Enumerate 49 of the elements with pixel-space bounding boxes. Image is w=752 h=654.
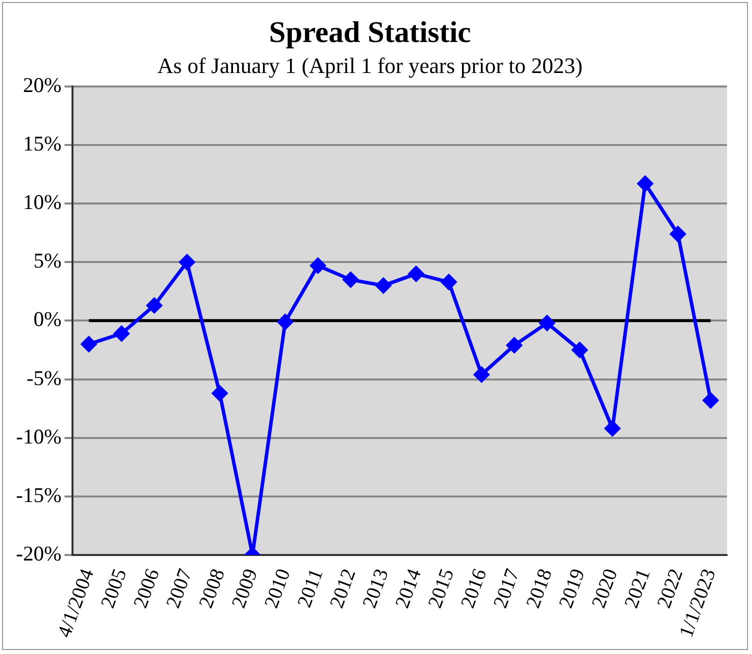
x-tick-label: 2005 (96, 566, 132, 612)
point (702, 392, 718, 408)
x-tick-label: 2014 (391, 566, 426, 612)
x-tick-label: 2015 (424, 566, 458, 612)
x-tick-label: 2013 (358, 566, 394, 612)
y-tick-label: 10% (22, 190, 62, 214)
y-tick-label: 5% (33, 248, 62, 273)
point (342, 272, 358, 288)
x-tick-label: 2016 (456, 566, 492, 612)
x-tick-label: 2022 (653, 566, 688, 612)
x-tick-label: 2020 (588, 566, 622, 612)
x-tick-label: 2008 (195, 566, 230, 612)
point (506, 338, 522, 354)
point (376, 278, 392, 294)
point (474, 366, 490, 382)
point (277, 314, 293, 330)
y-tick-label: 20% (22, 72, 62, 97)
y-tick-label: 0% (33, 307, 62, 332)
point (572, 342, 588, 358)
y-tick-label: -15% (16, 482, 62, 507)
x-tick-label: 2019 (555, 566, 590, 612)
chart-subtitle: As of January 1 (April 1 for years prior to 2023) (157, 52, 583, 78)
x-tick-label: 2018 (522, 566, 557, 612)
point (146, 298, 162, 314)
point (408, 266, 424, 282)
x-tick-label: 2017 (490, 566, 524, 612)
x-tick-label: 2012 (326, 566, 360, 612)
x-tick-label: 2011 (293, 566, 328, 610)
point (539, 315, 555, 331)
x-tick-label: 2007 (162, 566, 197, 612)
point (670, 226, 686, 242)
y-tick-label: -5% (26, 366, 62, 390)
x-tick-label: 2021 (620, 566, 655, 612)
chart-title: Spread Statistic (269, 16, 471, 49)
point (114, 326, 130, 342)
point (310, 258, 326, 274)
point (212, 386, 228, 402)
point (637, 176, 653, 192)
y-tick-label: -10% (16, 424, 62, 448)
point (441, 274, 457, 290)
x-tick-label: 4/1/2004 (54, 566, 98, 640)
x-tick-label: 2009 (228, 566, 262, 612)
y-tick-label: 15% (22, 131, 62, 156)
point (604, 420, 620, 436)
point (81, 336, 97, 352)
y-tick-label: -20% (16, 541, 62, 566)
x-tick-label: 2010 (260, 566, 295, 612)
point (179, 254, 195, 270)
x-tick-label: 2006 (130, 566, 164, 612)
